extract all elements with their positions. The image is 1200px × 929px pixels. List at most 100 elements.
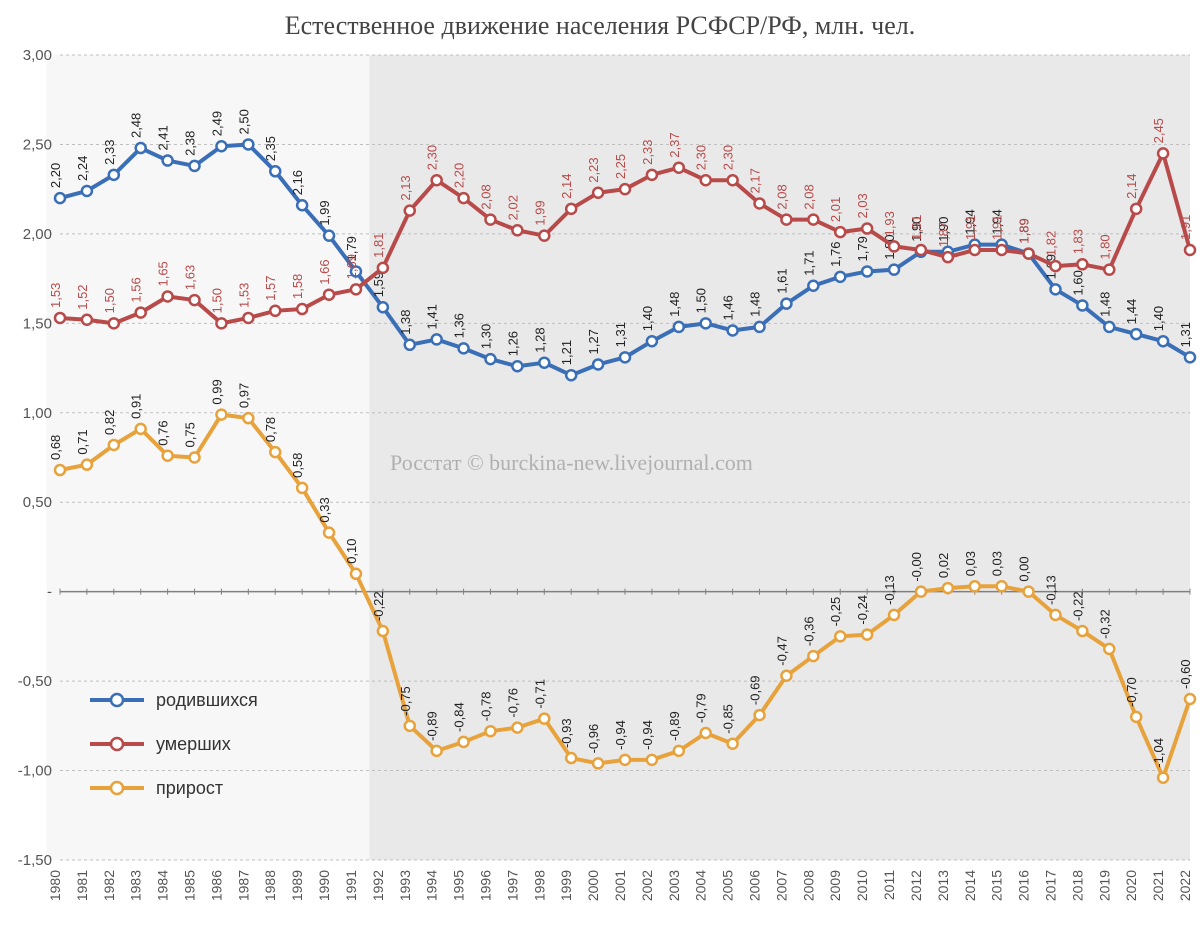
marker-deaths: [539, 231, 549, 241]
marker-deaths: [1185, 245, 1195, 255]
value-label-growth: 0,58: [290, 453, 305, 478]
value-label-births: 1,46: [721, 295, 736, 320]
value-label-births: 1,21: [559, 340, 574, 365]
marker-growth: [916, 587, 926, 597]
value-label-births: 1,31: [613, 322, 628, 347]
marker-deaths: [674, 163, 684, 173]
value-label-deaths: 2,01: [828, 197, 843, 222]
legend-label-births: родившихся: [156, 690, 258, 710]
x-tick-label: 1998: [531, 870, 547, 901]
value-label-births: 1,71: [801, 250, 816, 275]
marker-births: [889, 265, 899, 275]
x-tick-label: 2012: [908, 870, 924, 901]
x-tick-label: 1988: [262, 870, 278, 901]
value-label-growth: -1,04: [1151, 738, 1166, 768]
value-label-deaths: 2,13: [398, 175, 413, 200]
marker-growth: [566, 753, 576, 763]
value-label-growth: 0,03: [963, 551, 978, 576]
x-tick-label: 1994: [424, 870, 440, 901]
marker-deaths: [1024, 249, 1034, 259]
value-label-growth: 0,91: [129, 394, 144, 419]
marker-growth: [136, 424, 146, 434]
marker-births: [55, 193, 65, 203]
value-label-deaths: 2,37: [667, 132, 682, 157]
value-label-growth: -0,96: [586, 724, 601, 754]
marker-births: [405, 340, 415, 350]
marker-births: [1077, 300, 1087, 310]
value-label-growth: -0,76: [505, 688, 520, 718]
marker-growth: [755, 710, 765, 720]
marker-births: [243, 139, 253, 149]
value-label-growth: -0,00: [909, 552, 924, 582]
marker-deaths: [1077, 259, 1087, 269]
x-tick-label: 2008: [800, 870, 816, 901]
marker-growth: [485, 726, 495, 736]
marker-deaths: [351, 284, 361, 294]
marker-deaths: [566, 204, 576, 214]
marker-deaths: [620, 184, 630, 194]
x-tick-label: 1999: [558, 870, 574, 901]
value-label-deaths: 1,52: [75, 284, 90, 309]
marker-births: [755, 322, 765, 332]
value-label-births: 1,76: [828, 242, 843, 267]
marker-growth: [593, 758, 603, 768]
x-tick-label: 2007: [773, 870, 789, 901]
x-tick-label: 2006: [747, 870, 763, 901]
value-label-growth: -0,75: [398, 686, 413, 716]
value-label-growth: 0,03: [990, 551, 1005, 576]
marker-deaths: [243, 313, 253, 323]
marker-deaths: [190, 295, 200, 305]
x-tick-label: 1980: [47, 870, 63, 901]
legend-label-growth: прирост: [156, 778, 223, 798]
x-tick-label: 1991: [343, 870, 359, 901]
value-label-growth: -0,69: [748, 675, 763, 705]
marker-deaths: [701, 175, 711, 185]
value-label-deaths: 1,50: [209, 288, 224, 313]
marker-growth: [163, 451, 173, 461]
value-label-births: 1,41: [425, 304, 440, 329]
x-tick-label: 2022: [1177, 870, 1193, 901]
marker-deaths: [485, 215, 495, 225]
legend-marker-growth: [111, 782, 123, 794]
value-label-births: 1,48: [748, 292, 763, 317]
value-label-deaths: 1,93: [882, 211, 897, 236]
marker-births: [270, 166, 280, 176]
value-label-growth: 0,33: [317, 497, 332, 522]
marker-growth: [539, 714, 549, 724]
value-label-growth: 0,71: [75, 429, 90, 454]
value-label-deaths: 1,99: [532, 200, 547, 225]
x-tick-label: 1982: [101, 870, 117, 901]
value-label-growth: -0,47: [774, 636, 789, 666]
value-label-births: 1,30: [478, 324, 493, 349]
value-label-deaths: 1,89: [1017, 218, 1032, 243]
marker-births: [1185, 352, 1195, 362]
marker-births: [432, 334, 442, 344]
marker-deaths: [889, 241, 899, 251]
value-label-deaths: 1,82: [1043, 231, 1058, 256]
value-label-deaths: 1,53: [236, 283, 251, 308]
value-label-deaths: 2,33: [640, 140, 655, 165]
marker-births: [163, 156, 173, 166]
value-label-births: 1,50: [694, 288, 709, 313]
marker-deaths: [1131, 204, 1141, 214]
marker-growth: [432, 746, 442, 756]
marker-growth: [674, 746, 684, 756]
marker-deaths: [378, 263, 388, 273]
marker-deaths: [297, 304, 307, 314]
marker-growth: [216, 410, 226, 420]
marker-deaths: [1104, 265, 1114, 275]
marker-births: [324, 231, 334, 241]
value-label-deaths: 2,08: [801, 184, 816, 209]
marker-deaths: [459, 193, 469, 203]
x-tick-label: 2000: [585, 870, 601, 901]
value-label-deaths: 1,87: [936, 222, 951, 247]
watermark: Росстат © burckina-new.livejournal.com: [390, 450, 753, 475]
value-label-deaths: 1,57: [263, 275, 278, 300]
value-label-deaths: 1,83: [1070, 229, 1085, 254]
chart-title: Естественное движение населения РСФСР/РФ…: [285, 11, 916, 40]
x-tick-label: 1989: [289, 870, 305, 901]
marker-growth: [1104, 644, 1114, 654]
value-label-births: 1,40: [640, 306, 655, 331]
marker-growth: [109, 440, 119, 450]
x-tick-label: 1984: [155, 870, 171, 901]
